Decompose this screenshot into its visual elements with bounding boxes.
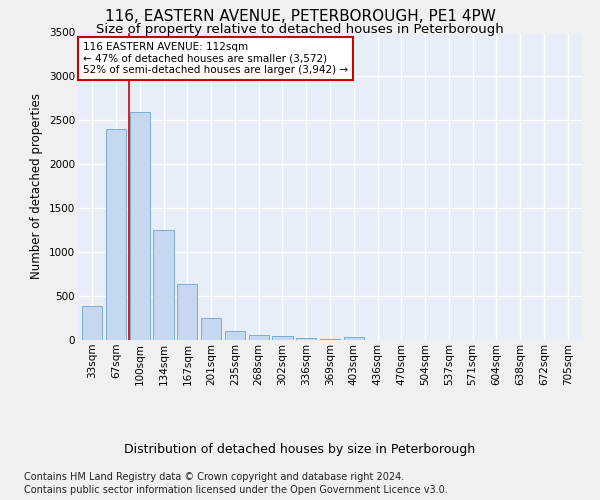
Text: Contains public sector information licensed under the Open Government Licence v3: Contains public sector information licen… bbox=[24, 485, 448, 495]
Bar bbox=[272, 336, 293, 340]
Bar bbox=[320, 339, 340, 340]
Text: Contains HM Land Registry data © Crown copyright and database right 2024.: Contains HM Land Registry data © Crown c… bbox=[24, 472, 404, 482]
Bar bbox=[130, 112, 150, 340]
Bar bbox=[225, 331, 245, 340]
Text: 116 EASTERN AVENUE: 112sqm
← 47% of detached houses are smaller (3,572)
52% of s: 116 EASTERN AVENUE: 112sqm ← 47% of deta… bbox=[83, 42, 348, 75]
Text: 116, EASTERN AVENUE, PETERBOROUGH, PE1 4PW: 116, EASTERN AVENUE, PETERBOROUGH, PE1 4… bbox=[104, 9, 496, 24]
Bar bbox=[344, 337, 364, 340]
Bar bbox=[248, 335, 269, 340]
Bar bbox=[177, 284, 197, 340]
Y-axis label: Number of detached properties: Number of detached properties bbox=[31, 93, 43, 279]
Bar bbox=[296, 338, 316, 340]
Bar bbox=[82, 306, 103, 340]
Bar bbox=[106, 129, 126, 340]
Text: Size of property relative to detached houses in Peterborough: Size of property relative to detached ho… bbox=[96, 22, 504, 36]
Bar bbox=[154, 230, 173, 340]
Text: Distribution of detached houses by size in Peterborough: Distribution of detached houses by size … bbox=[124, 442, 476, 456]
Bar bbox=[201, 318, 221, 340]
